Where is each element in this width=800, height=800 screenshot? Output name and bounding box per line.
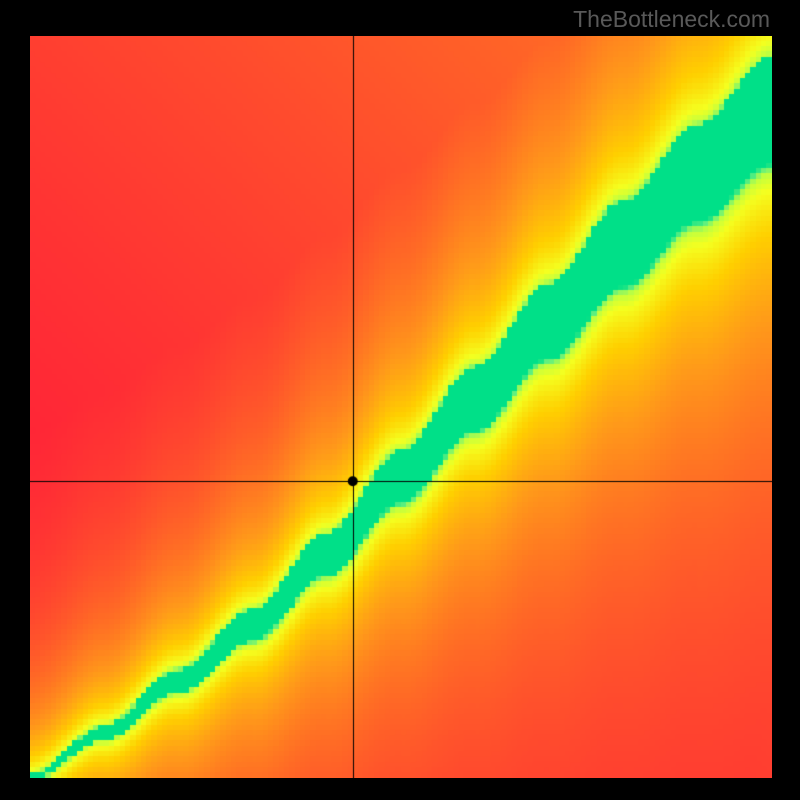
chart-container: TheBottleneck.com — [0, 0, 800, 800]
watermark-text: TheBottleneck.com — [573, 6, 770, 33]
bottleneck-heatmap — [30, 36, 772, 778]
